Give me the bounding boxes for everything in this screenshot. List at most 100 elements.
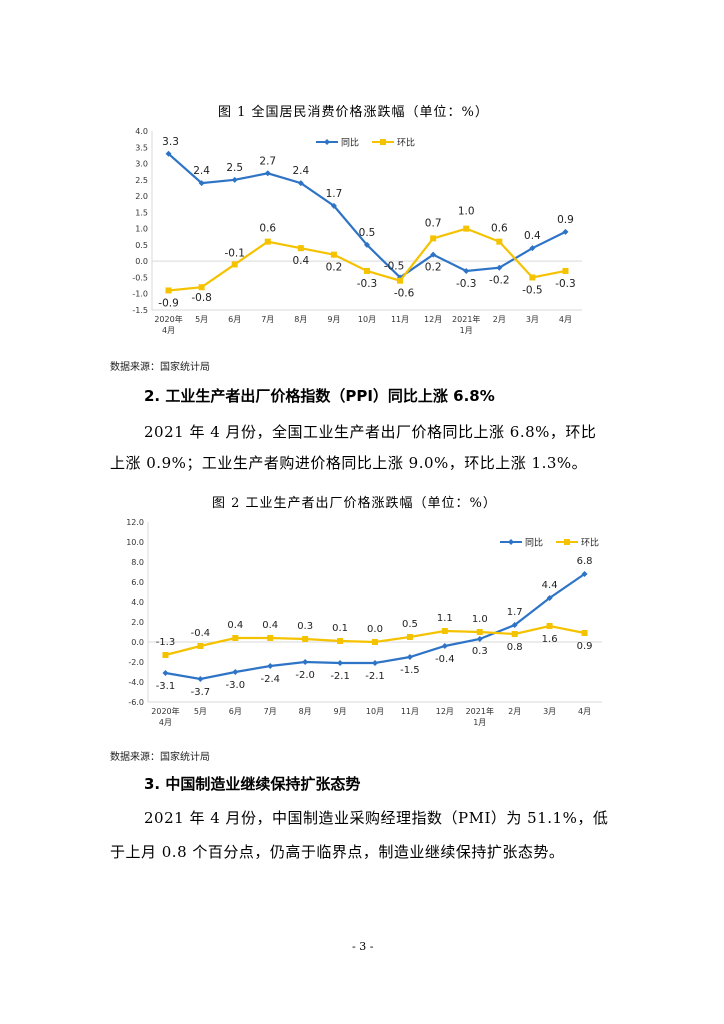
data-point-mom — [165, 287, 172, 294]
data-label-yoy: 0.3 — [472, 646, 488, 657]
data-point-yoy — [330, 202, 337, 209]
x-tick-label: 4月 — [162, 326, 175, 335]
data-label-yoy: -0.5 — [384, 260, 405, 272]
y-tick-label: -6.0 — [128, 698, 144, 707]
x-tick-label: 2020年 — [154, 314, 182, 324]
y-tick-label: 0.5 — [135, 241, 148, 250]
data-label-mom: 1.1 — [437, 613, 453, 624]
figure1-caption: 图 1 全国居民消费价格涨跌幅（单位：%） — [218, 105, 489, 120]
x-tick-label: 12月 — [436, 707, 454, 716]
y-tick-label: 2.0 — [135, 192, 148, 201]
data-point-mom — [231, 261, 238, 268]
data-point-mom — [529, 274, 536, 281]
data-point-mom — [364, 267, 370, 274]
data-label-yoy: 6.8 — [577, 556, 593, 567]
data-point-mom — [297, 245, 304, 252]
x-tick-label: 7月 — [264, 707, 277, 716]
y-tick-label: -1.0 — [132, 290, 148, 299]
data-point-mom — [476, 629, 483, 635]
data-label-mom: 0.6 — [259, 223, 276, 235]
x-tick-label: 9月 — [334, 707, 347, 716]
figure2-source: 数据来源：国家统计局 — [110, 752, 210, 763]
x-tick-label: 2月 — [508, 707, 521, 716]
data-label-mom: -0.3 — [555, 278, 576, 290]
x-tick-label: 4月 — [159, 718, 172, 727]
y-tick-label: -2.0 — [128, 658, 144, 667]
data-label-mom: -0.8 — [191, 292, 212, 304]
x-tick-label: 6月 — [229, 707, 242, 716]
y-tick-label: -1.5 — [132, 306, 148, 315]
x-tick-label: 7月 — [261, 315, 274, 324]
data-label-yoy: -2.1 — [330, 671, 350, 682]
figure2-chart: 12.0 10.0 8.0 6.0 4.0 2.0 0.0 -2.0 -4.0 -6.0 2020年… — [126, 518, 602, 727]
data-label-mom: 0.6 — [491, 223, 508, 235]
x-tick-label: 1月 — [473, 718, 486, 727]
data-point-mom — [198, 284, 205, 291]
y-tick-label: 0.0 — [135, 257, 148, 266]
x-tick-label: 4月 — [578, 707, 591, 716]
data-point-yoy — [264, 170, 271, 177]
data-point-yoy — [406, 654, 413, 660]
data-point-mom — [430, 235, 437, 242]
y-tick-label: 2.0 — [131, 618, 144, 627]
data-label-mom: 0.4 — [292, 255, 309, 267]
data-point-yoy — [511, 622, 518, 628]
data-point-yoy — [337, 660, 344, 666]
data-label-yoy: -3.7 — [191, 687, 211, 698]
data-label-yoy: -3.0 — [226, 680, 246, 691]
data-label-mom: -0.9 — [158, 297, 179, 309]
y-tick-label: 1.5 — [135, 208, 148, 217]
data-label-mom: 0.4 — [262, 620, 278, 631]
y-tick-label: 4.0 — [131, 598, 144, 607]
data-point-mom — [562, 267, 569, 274]
y-tick-label: -4.0 — [128, 678, 144, 687]
x-tick-label: 1月 — [460, 326, 473, 335]
data-label-mom: -0.1 — [224, 247, 245, 259]
data-label-yoy: -2.0 — [295, 670, 315, 681]
x-tick-label: 5月 — [195, 315, 208, 324]
y-tick-label: 0.0 — [131, 638, 144, 647]
x-tick-label: 2月 — [493, 315, 506, 324]
data-point-mom — [463, 225, 470, 232]
data-label-mom: 0.9 — [577, 641, 593, 652]
data-label-mom: 0.0 — [367, 624, 383, 635]
x-tick-label: 2020年 — [151, 706, 179, 716]
x-tick-label: 8月 — [294, 315, 307, 324]
data-point-mom — [546, 623, 553, 629]
figure1-chart: 4.0 3.5 3.0 2.5 2.0 1.5 1.0 0.5 0.0 -0.5 -1.0 -1.5 2… — [132, 127, 582, 335]
y-tick-label: 2.5 — [135, 176, 148, 185]
x-tick-label: 5月 — [194, 707, 207, 716]
data-label-mom: -0.5 — [522, 284, 543, 296]
data-label-mom: -1.3 — [156, 637, 176, 648]
data-label-yoy: 2.4 — [292, 165, 309, 177]
y-tick-label: 3.0 — [135, 160, 148, 169]
data-label-yoy: 1.7 — [507, 607, 523, 618]
data-point-yoy — [165, 150, 172, 157]
section3-heading: 3. 中国制造业继续保持扩张态势 — [144, 775, 361, 793]
data-point-mom — [406, 634, 413, 640]
legend-marker-yoy — [508, 539, 514, 545]
x-tick-label: 4月 — [559, 315, 572, 324]
section2-heading: 2. 工业生产者出厂价格指数（PPI）同比上涨 6.8% — [144, 387, 495, 405]
y-tick-label: 6.0 — [131, 578, 144, 587]
data-point-yoy — [529, 245, 536, 252]
figure1-source: 数据来源：国家统计局 — [110, 362, 210, 373]
data-label-mom: 0.4 — [227, 620, 243, 631]
x-tick-label: 3月 — [526, 315, 539, 324]
data-point-yoy — [562, 228, 569, 235]
data-label-yoy: 3.3 — [162, 136, 179, 148]
data-label-mom: 1.0 — [458, 206, 475, 218]
data-point-yoy — [581, 571, 588, 577]
x-tick-label: 6月 — [228, 315, 241, 324]
legend-label-yoy: 同比 — [525, 537, 543, 549]
data-label-mom: 0.7 — [425, 217, 442, 229]
legend-label-mom: 环比 — [581, 537, 599, 549]
y-tick-label: -0.5 — [132, 273, 148, 282]
legend-marker-yoy — [324, 139, 330, 145]
data-label-yoy: -1.5 — [400, 665, 420, 676]
page-number: - 3 - — [352, 940, 374, 953]
y-tick-label: 8.0 — [131, 558, 144, 567]
data-point-yoy — [430, 251, 437, 258]
data-point-yoy — [302, 659, 309, 665]
legend-label-yoy: 同比 — [341, 137, 359, 149]
